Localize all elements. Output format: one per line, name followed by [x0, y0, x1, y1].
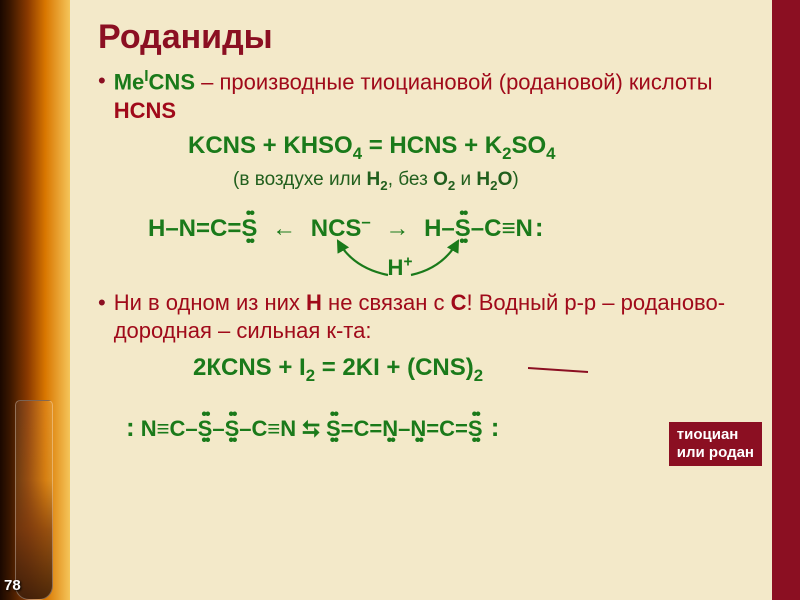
n1-p1: (в воздухе или	[233, 169, 367, 190]
left-photo-strip: 78	[0, 0, 70, 600]
n1-o2: O	[433, 169, 448, 190]
s2-p6: =C=	[426, 416, 468, 441]
s2-s4w: ••S••	[468, 416, 483, 442]
eq1-s3: 4	[546, 143, 555, 162]
eq1-mid: = HCNS + K	[362, 132, 502, 159]
n1-h2o: H	[476, 169, 490, 190]
page-number: 78	[4, 577, 21, 594]
bullet-dot-2: •	[98, 289, 106, 318]
s2-p5: –	[398, 416, 410, 441]
s2-p2: –	[212, 416, 224, 441]
eq1-rhs: SO	[511, 132, 546, 159]
badge-l2: или родан	[677, 444, 754, 462]
n1-h2: H	[367, 169, 381, 190]
b1-me: Me	[114, 69, 145, 94]
badge-thiocyan: тиоциан или родан	[669, 422, 762, 466]
eq1-lhs: KCNS + KHSO	[188, 132, 353, 159]
content-area: Роданиды • MeICNS – производные тиоциано…	[70, 0, 772, 600]
hplus-row: H+	[98, 253, 742, 280]
curved-arrows-icon	[293, 233, 513, 281]
s2-cr: :	[491, 412, 500, 442]
equation-2: 2КCNS + I2 = 2KI + (CNS)2	[98, 352, 742, 387]
slide-title: Роданиды	[98, 18, 742, 57]
slide-container: 78 Роданиды • MeICNS – производные тиоци…	[0, 0, 800, 600]
test-tube-graphic	[15, 400, 53, 600]
n1-p4: )	[512, 169, 518, 190]
st-midsup: –	[361, 212, 370, 231]
n1-h2os: 2	[490, 178, 497, 193]
n1-p2: , без	[388, 169, 433, 190]
st-s-left: ••S••	[241, 215, 257, 243]
b2-p1: Ни в одном из них	[114, 290, 306, 315]
eq2-s2: 2	[474, 366, 483, 385]
b1-cns: CNS	[149, 69, 195, 94]
s2-cl: :	[126, 412, 135, 442]
equation-1: KCNS + KHSO4 = HCNS + K2SO4	[98, 130, 742, 165]
b2-h: H	[306, 290, 322, 315]
n1-h2s: 2	[380, 178, 387, 193]
s2-n2w: N••	[410, 416, 426, 442]
right-accent-bar	[772, 0, 800, 600]
b1-hcns: HCNS	[114, 98, 176, 123]
b2-c: C	[451, 290, 467, 315]
s2-s2w: ••S••	[225, 416, 240, 442]
eq2-p1: 2КCNS + I	[193, 354, 306, 381]
eq2-s1: 2	[306, 366, 315, 385]
s2-p4: =C=	[341, 416, 383, 441]
s2-s1w: ••S••	[198, 416, 213, 442]
n1-h2o2: O	[498, 169, 513, 190]
pointer-line-icon	[528, 358, 598, 380]
s2-s3w: ••S••	[326, 416, 341, 442]
note-1: (в воздухе или H2, без O2 и H2O)	[98, 168, 742, 194]
s2-arr: ⮀	[302, 416, 326, 441]
bullet-dot: •	[98, 67, 106, 96]
n1-p3: и	[455, 169, 476, 190]
badge-l1: тиоциан	[677, 426, 754, 444]
s2-p3: –C≡N	[239, 416, 296, 441]
st-colon: :	[535, 212, 544, 242]
b2-p2: не связан с	[322, 290, 451, 315]
bullet-1: • MeICNS – производные тиоциановой (рода…	[98, 67, 742, 126]
s2-n1w: N••	[382, 416, 398, 442]
eq2-p2: = 2KI + (CNS)	[315, 354, 474, 381]
bullet-2: • Ни в одном из них H не связан с C! Вод…	[98, 289, 742, 346]
structure-2: : N≡C–••S••–••S••–C≡N ⮀ ••S••=C=N••–N••=…	[98, 412, 742, 443]
s2-p1: N≡C–	[141, 416, 198, 441]
b1-text: – производные тиоциановой (родановой) ки…	[195, 69, 713, 94]
eq1-s1: 4	[353, 143, 362, 162]
st-left: H–N=C=	[148, 215, 241, 242]
